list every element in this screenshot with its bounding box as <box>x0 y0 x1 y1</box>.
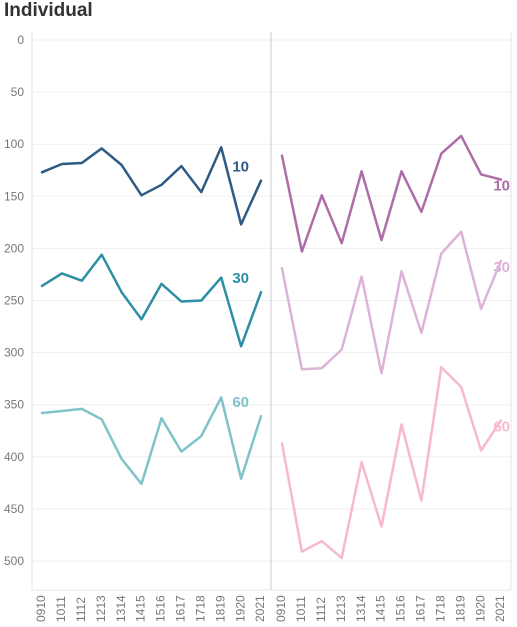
x-tick-label: 1415 <box>134 595 148 622</box>
x-tick-label: 1314 <box>354 595 368 622</box>
x-tick-label: 1920 <box>233 595 247 622</box>
x-tick-label: 1415 <box>374 595 388 622</box>
x-tick-label: 1516 <box>394 595 408 622</box>
x-tick-label: 1920 <box>473 595 487 622</box>
x-tick-label: 0910 <box>274 595 288 622</box>
y-tick-label: 500 <box>4 554 24 568</box>
x-tick-label: 1213 <box>94 595 108 622</box>
x-tick-label: 1011 <box>294 596 308 622</box>
x-tick-label: 1617 <box>414 595 428 622</box>
y-tick-label: 450 <box>4 502 24 516</box>
y-tick-label: 250 <box>4 294 24 308</box>
x-tick-label: 1112 <box>74 597 88 622</box>
y-tick-label: 0 <box>17 33 24 47</box>
series-line-10 <box>40 146 263 226</box>
x-tick-label: 2021 <box>253 595 267 622</box>
series-line-30 <box>280 230 503 375</box>
x-tick-label: 1011 <box>54 596 68 622</box>
series-end-label-10: 10 <box>232 159 249 176</box>
chart-title: Individual <box>4 0 93 21</box>
x-tick-label: 1516 <box>154 595 168 622</box>
y-tick-label: 50 <box>11 85 25 99</box>
x-tick-label: 1213 <box>334 595 348 622</box>
y-tick-label: 100 <box>4 137 24 151</box>
x-tick-label: 1819 <box>453 595 467 622</box>
y-tick-label: 150 <box>4 189 24 203</box>
series-line-60 <box>40 396 263 486</box>
x-tick-label: 1617 <box>174 595 188 622</box>
y-tick-label: 300 <box>4 346 24 360</box>
x-tick-label: 2021 <box>493 595 507 622</box>
y-tick-label: 350 <box>4 398 24 412</box>
y-tick-label: 400 <box>4 450 24 464</box>
series-end-labels: 10 30 60 10 30 60 <box>232 159 510 436</box>
x-tick-label: 1819 <box>213 595 227 622</box>
axes: 0 50 100 150 200 250 300 350 400 450 500 0910 1011 11… <box>4 33 507 622</box>
y-tick-label: 200 <box>4 241 24 255</box>
series-end-label-30: 30 <box>232 270 249 287</box>
series-line-60 <box>280 365 503 560</box>
series-line-10 <box>280 134 503 253</box>
x-tick-label: 1314 <box>114 595 128 622</box>
series-lines <box>40 134 503 560</box>
series-end-label-10: 10 <box>493 178 510 195</box>
series-end-label-60: 60 <box>232 394 249 411</box>
x-tick-label: 1718 <box>193 595 207 622</box>
x-tick-label: 1718 <box>433 595 447 622</box>
series-line-30 <box>40 253 263 348</box>
panel-frame <box>31 32 512 591</box>
series-end-label-30: 30 <box>493 259 510 276</box>
x-tick-label: 0910 <box>34 595 48 622</box>
series-end-label-60: 60 <box>493 418 510 435</box>
x-tick-label: 1112 <box>314 597 328 622</box>
